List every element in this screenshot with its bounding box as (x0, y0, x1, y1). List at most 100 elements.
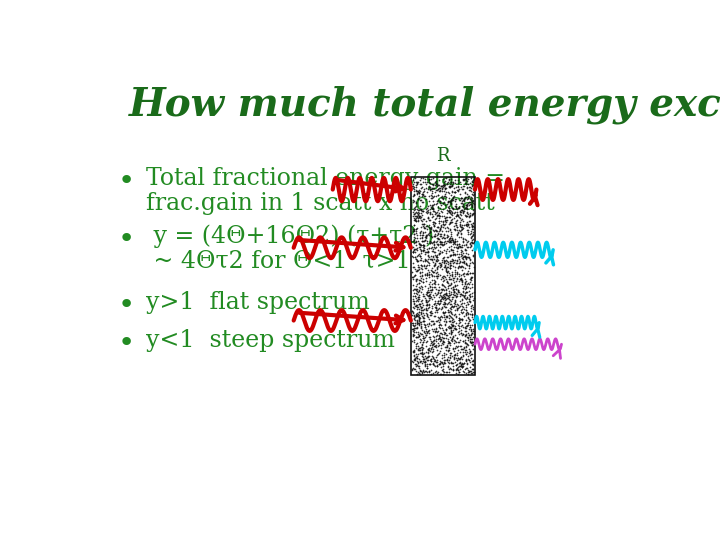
Point (422, 349, 433, 357)
Point (422, 184, 433, 193)
Point (467, 349, 478, 358)
Point (456, 198, 468, 207)
Point (420, 331, 432, 340)
Point (436, 258, 448, 266)
Point (426, 265, 437, 274)
Point (432, 305, 444, 313)
Point (419, 322, 431, 331)
Point (454, 318, 465, 327)
Point (430, 335, 441, 343)
Point (412, 214, 423, 222)
Point (410, 285, 422, 293)
Point (465, 273, 477, 281)
Point (429, 277, 441, 286)
Point (421, 271, 433, 280)
Point (423, 223, 435, 232)
Point (462, 237, 474, 246)
Point (425, 308, 436, 316)
Point (433, 334, 445, 343)
Point (440, 326, 451, 334)
Point (459, 285, 470, 293)
Point (446, 321, 458, 329)
Point (418, 291, 429, 300)
Point (439, 180, 451, 189)
Point (456, 360, 467, 368)
Point (421, 188, 433, 197)
Point (422, 248, 433, 256)
Point (412, 217, 423, 225)
Point (443, 198, 454, 206)
Point (409, 354, 420, 363)
Point (455, 326, 467, 334)
Point (467, 181, 479, 190)
Point (428, 279, 439, 287)
Point (467, 181, 478, 190)
Point (426, 238, 437, 247)
Point (421, 290, 433, 299)
Point (419, 271, 431, 279)
Point (446, 314, 458, 323)
Point (442, 224, 454, 232)
Point (452, 286, 464, 294)
Point (420, 264, 431, 272)
Point (450, 350, 462, 359)
Point (427, 360, 438, 368)
Point (446, 322, 458, 330)
Point (449, 339, 460, 348)
Point (446, 295, 458, 303)
Point (407, 242, 418, 251)
Point (421, 300, 433, 309)
Point (445, 329, 456, 338)
Point (456, 221, 468, 230)
Point (444, 219, 455, 227)
Point (457, 323, 469, 332)
Point (450, 201, 462, 210)
Point (414, 276, 426, 285)
Point (432, 286, 444, 294)
Point (421, 287, 433, 296)
Point (462, 228, 474, 237)
Point (445, 302, 456, 311)
Point (415, 216, 427, 225)
Point (449, 325, 461, 333)
Point (462, 230, 474, 238)
Point (412, 320, 423, 328)
Point (463, 210, 474, 219)
Point (421, 260, 433, 269)
Point (432, 234, 444, 242)
Point (464, 199, 475, 208)
Point (427, 218, 438, 227)
Point (452, 227, 464, 236)
Point (462, 204, 473, 213)
Point (410, 198, 421, 207)
Point (406, 336, 418, 345)
Point (415, 306, 427, 315)
Point (435, 238, 446, 246)
Point (447, 204, 459, 213)
Point (463, 198, 474, 206)
Point (443, 206, 454, 215)
Point (419, 269, 431, 278)
Point (456, 206, 467, 214)
Point (451, 222, 462, 231)
Point (413, 287, 425, 295)
Point (435, 260, 446, 269)
Point (435, 240, 446, 248)
Point (449, 188, 461, 197)
Point (428, 354, 439, 362)
Point (461, 329, 472, 338)
Point (428, 240, 440, 249)
Point (444, 179, 455, 188)
Point (467, 259, 479, 267)
Point (461, 355, 472, 364)
Point (459, 327, 471, 335)
Point (446, 318, 458, 326)
Point (430, 238, 441, 246)
Point (416, 233, 428, 241)
Point (464, 348, 476, 356)
Point (422, 352, 433, 361)
Point (431, 253, 443, 261)
Point (409, 226, 420, 234)
Point (418, 247, 429, 255)
Point (449, 316, 460, 325)
